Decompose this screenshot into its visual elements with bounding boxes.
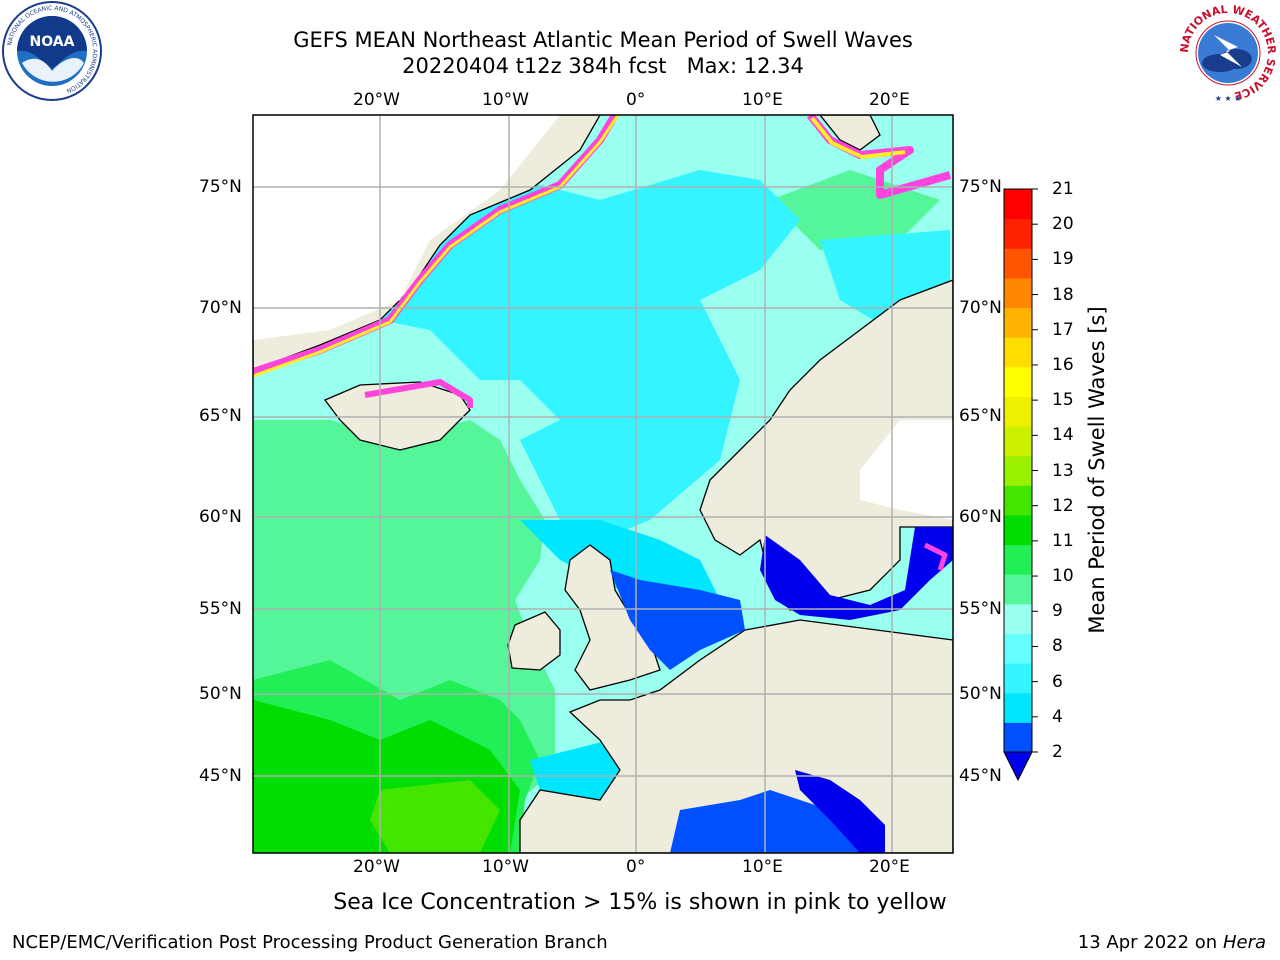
lon-tick-top: 20°E	[869, 90, 910, 110]
footer-machine: Hera	[1222, 932, 1266, 953]
chart-title: GEFS MEAN Northeast Atlantic Mean Period…	[293, 28, 913, 52]
lat-tick-left: 45°N	[199, 766, 242, 786]
colorbar-bin	[1004, 426, 1032, 457]
footer-date-text: 13 Apr 2022 on	[1077, 932, 1223, 953]
field-2-4-northsea	[610, 570, 745, 670]
lon-tick-top: 10°W	[482, 90, 529, 110]
colorbar-bin	[1004, 514, 1032, 546]
lat-tick-right: 70°N	[959, 298, 1002, 318]
lat-tick-left: 55°N	[199, 599, 242, 619]
lon-tick-top: 20°W	[353, 90, 400, 110]
colorbar-bin	[1004, 218, 1032, 249]
lat-tick-right: 55°N	[959, 599, 1002, 619]
colorbar-bin	[1004, 663, 1032, 694]
field-2-4-baltic	[760, 527, 953, 620]
map-plot-area	[253, 115, 953, 853]
colorbar-tick-label: 21	[1052, 179, 1074, 199]
colorbar-tick-label: 10	[1052, 566, 1074, 587]
colorbar-tick-label: 15	[1052, 390, 1074, 411]
lon-tick-bottom: 20°E	[869, 857, 910, 877]
colorbar-bin	[1004, 396, 1032, 427]
colorbar-tick-label: 11	[1052, 530, 1074, 551]
lon-tick-top: 0°	[626, 90, 646, 110]
map-frame	[252, 114, 954, 854]
lat-tick-left: 60°N	[199, 507, 242, 527]
lat-tick-left: 50°N	[199, 684, 242, 704]
colorbar	[1003, 188, 1038, 782]
colorbar-tick-label: 13	[1052, 460, 1074, 481]
colorbar-bin	[1004, 277, 1032, 309]
colorbar-label: Mean Period of Swell Waves [s]	[1085, 306, 1109, 634]
colorbar-bin	[1004, 366, 1032, 397]
colorbar-bin	[1004, 189, 1032, 220]
colorbar-bin	[1004, 337, 1032, 368]
lat-tick-right: 60°N	[959, 507, 1002, 527]
colorbar-bin	[1004, 692, 1032, 723]
colorbar-bin	[1004, 307, 1032, 338]
lon-tick-bottom: 0°	[626, 857, 646, 877]
nws-logo: NATIONAL WEATHER SERVICE ★ ★ ★	[1178, 3, 1278, 103]
field-2-4-adriatic	[795, 770, 885, 853]
colorbar-bin	[1004, 574, 1032, 605]
sea-ice-edge	[253, 115, 952, 571]
lon-tick-bottom: 20°W	[353, 857, 400, 877]
lat-tick-left: 70°N	[199, 298, 242, 318]
colorbar-bin	[1004, 248, 1032, 279]
lat-tick-right: 65°N	[959, 406, 1002, 426]
graticule	[253, 115, 953, 853]
land-iceland	[323, 381, 471, 451]
colorbar-bin	[1004, 485, 1032, 516]
land-scandinavia	[699, 279, 953, 611]
lat-tick-left: 65°N	[199, 406, 242, 426]
colorbar-tick-label: 9	[1052, 601, 1063, 622]
nodata-bothnia	[860, 420, 953, 520]
footer-date: 13 Apr 2022 on Hera	[1078, 932, 1266, 953]
lat-tick-right: 50°N	[959, 684, 1002, 704]
colorbar-bin	[1004, 633, 1032, 664]
field-12	[370, 780, 500, 853]
noaa-logo-text: NOAA	[30, 34, 75, 50]
colorbar-bin	[1004, 603, 1032, 634]
lon-tick-bottom: 10°W	[482, 857, 529, 877]
lon-tick-bottom: 10°E	[742, 857, 783, 877]
colorbar-tick-label: 12	[1052, 495, 1074, 516]
colorbar-bin	[1004, 455, 1032, 486]
colorbar-tick-label: 18	[1052, 284, 1074, 305]
colorbar-bin	[1004, 544, 1032, 575]
colorbar-tick-label: 16	[1052, 354, 1074, 375]
footer-producer: NCEP/EMC/Verification Post Processing Pr…	[12, 932, 608, 953]
colorbar-tick-label: 2	[1052, 742, 1063, 762]
noaa-logo: NOAA NATIONAL OCEANIC AND ATMOSPHERIC AD…	[2, 1, 102, 101]
lat-tick-right: 75°N	[959, 177, 1002, 197]
colorbar-tick-label: 19	[1052, 249, 1074, 270]
field-6-7	[380, 170, 800, 540]
colorbar-tick-label: 14	[1052, 425, 1074, 446]
field-2-4-med	[670, 790, 885, 853]
colorbar-tick-label: 4	[1052, 706, 1063, 727]
colorbar-tick-label: 17	[1052, 319, 1074, 340]
colorbar-bin	[1004, 722, 1032, 753]
lat-tick-right: 45°N	[959, 766, 1002, 786]
colorbar-tick-label: 8	[1052, 636, 1063, 657]
colorbar-tick-label: 20	[1052, 214, 1074, 235]
colorbar-extend-arrow	[1003, 751, 1033, 782]
svg-text:★ ★ ★: ★ ★ ★	[1215, 94, 1242, 103]
nodata-greenland-ice	[253, 115, 560, 340]
land-svalbard	[819, 115, 881, 151]
sea-ice-caption: Sea Ice Concentration > 15% is shown in …	[333, 890, 947, 915]
lon-tick-top: 10°E	[742, 90, 783, 110]
lat-tick-left: 75°N	[199, 177, 242, 197]
colorbar-tick-label: 6	[1052, 671, 1063, 692]
chart-subtitle: 20220404 t12z 384h fcst Max: 12.34	[402, 54, 804, 78]
